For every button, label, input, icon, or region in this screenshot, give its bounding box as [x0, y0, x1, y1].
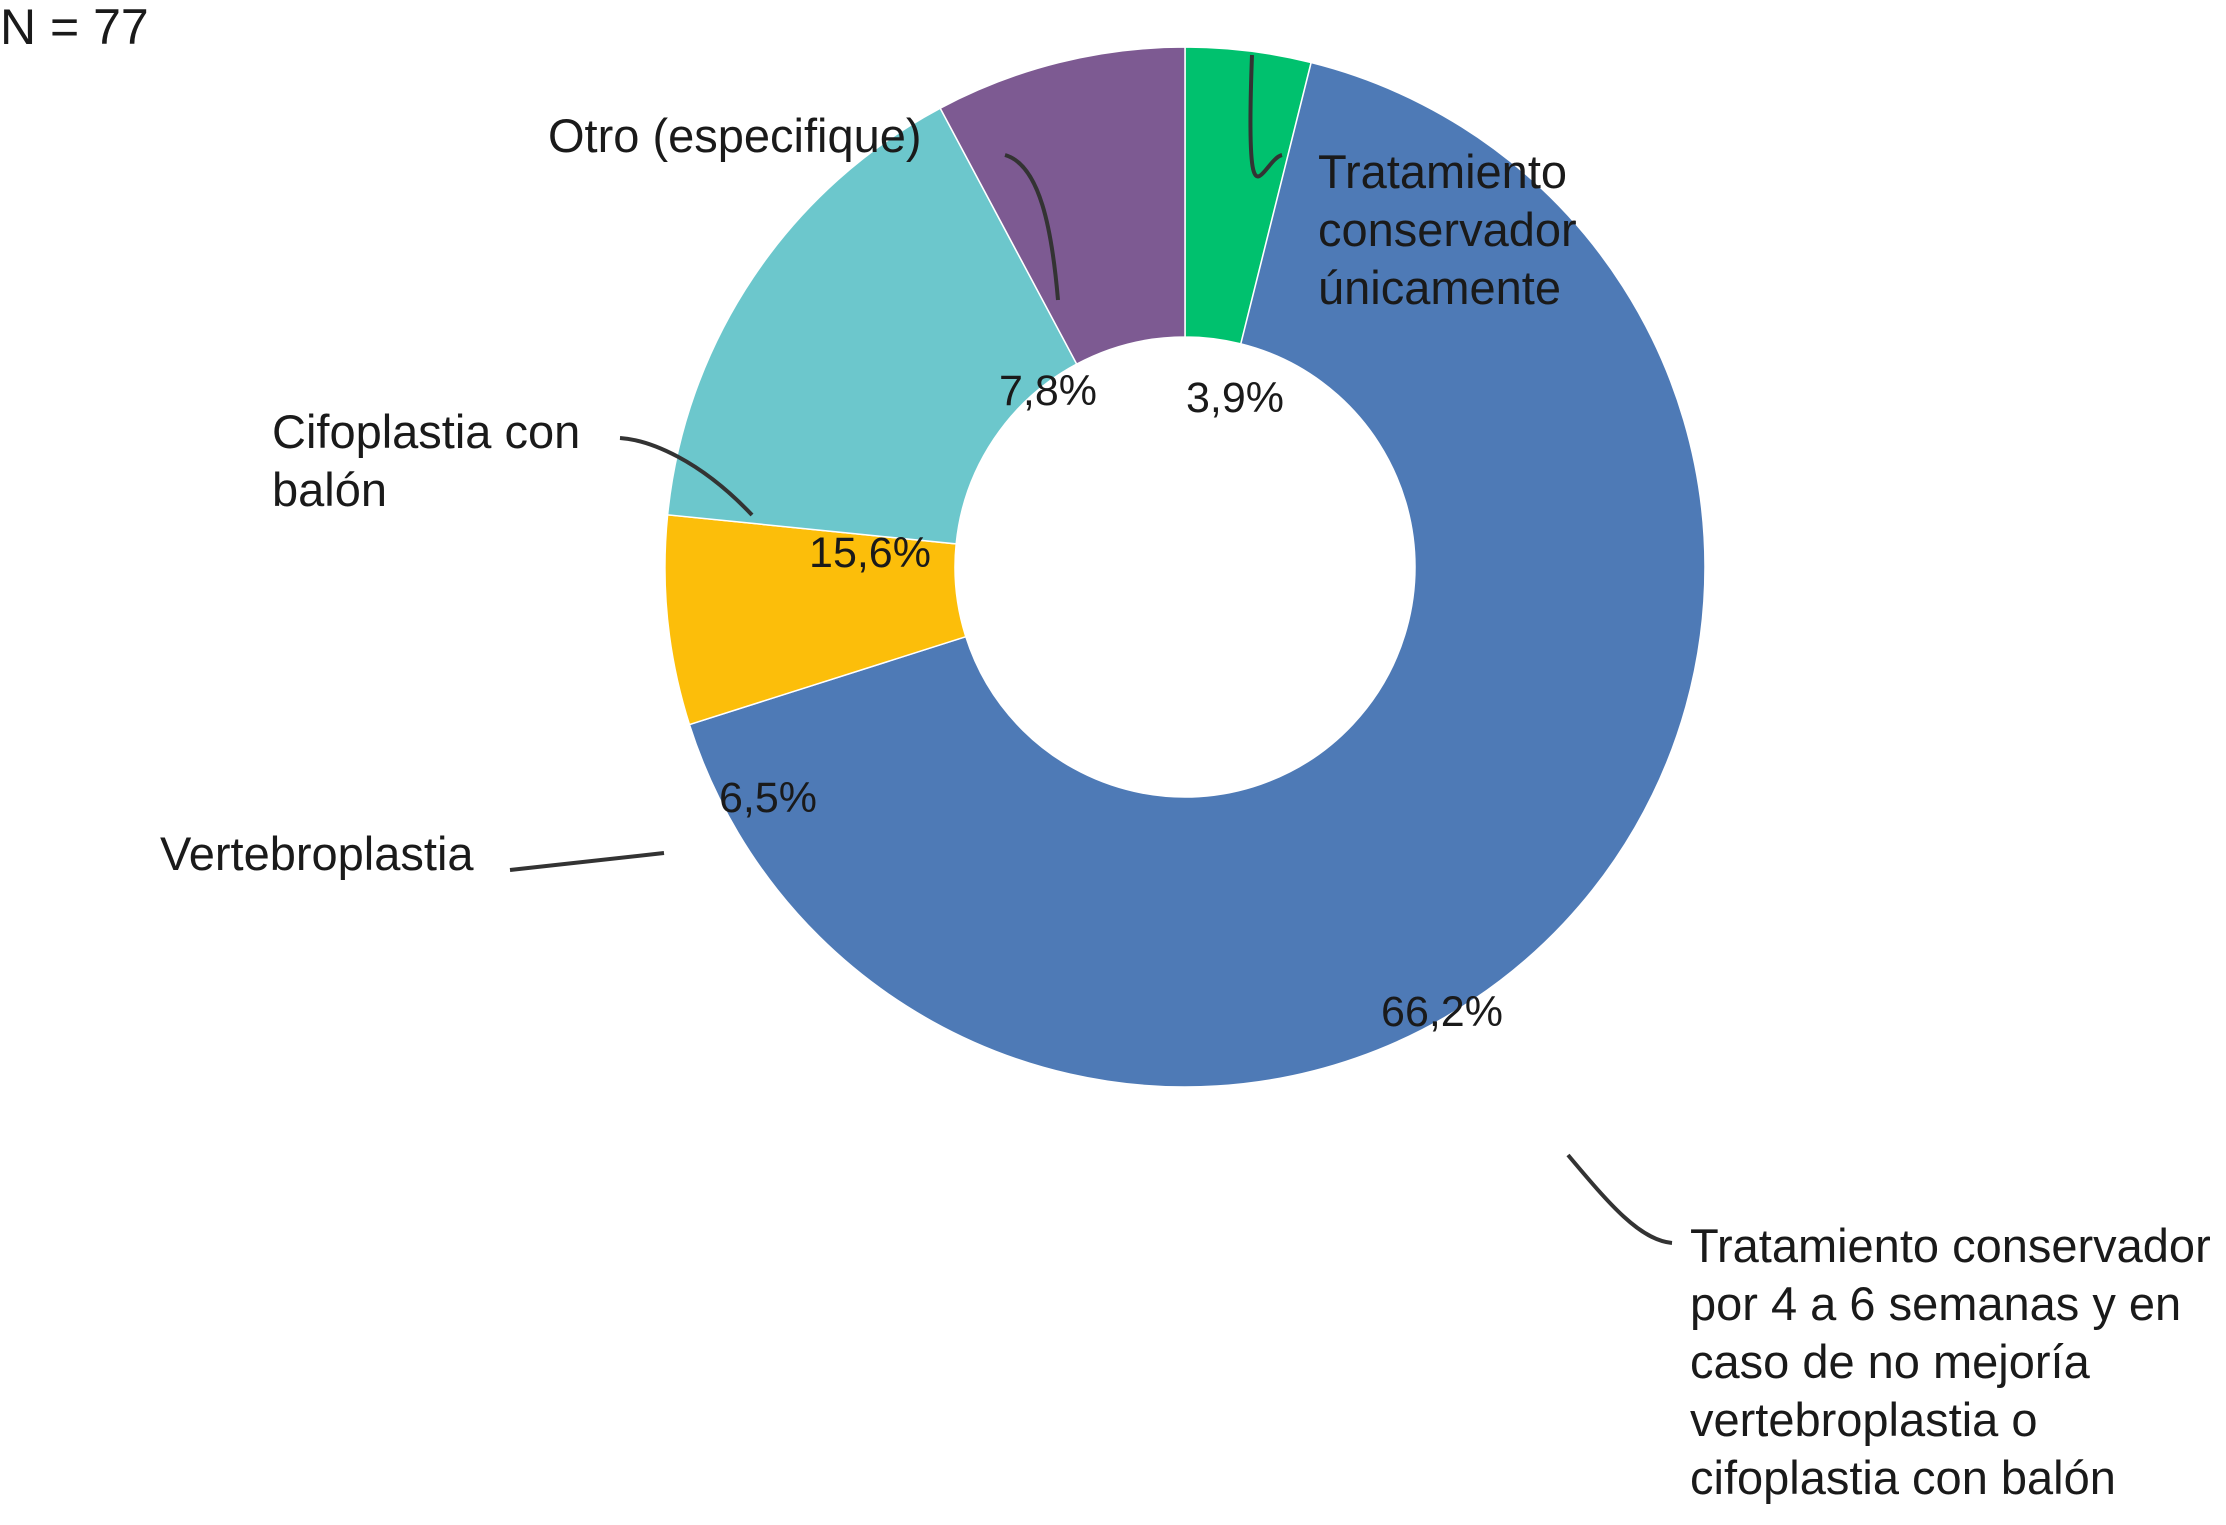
slice-value-label: 66,2% [1381, 988, 1503, 1036]
slice-category-label: Tratamiento conservador por 4 a 6 semanas… [1690, 1219, 2211, 1504]
slice-category-label: Vertebroplastia [160, 827, 474, 880]
leader-line [1248, 54, 1283, 179]
slice-category-label: Otro (especifique) [548, 109, 922, 162]
slice-category-label: Cifoplastia con balón [272, 405, 580, 516]
leader-line [1004, 153, 1060, 301]
donut-slice [939, 46, 1186, 366]
sample-size-label: N = 77 [0, 0, 149, 55]
donut-slice [666, 107, 1078, 545]
donut-slice [688, 61, 1706, 1088]
slice-category-label: Tratamiento conservador únicamente [1318, 145, 1577, 314]
slice-value-label: 7,8% [999, 367, 1097, 415]
leader-line [509, 851, 665, 872]
leader-line [619, 436, 754, 517]
slice-value-label: 6,5% [719, 774, 817, 822]
slice-value-label: 3,9% [1186, 374, 1284, 422]
slice-value-label: 15,6% [809, 529, 931, 577]
leader-line [1566, 1153, 1673, 1245]
